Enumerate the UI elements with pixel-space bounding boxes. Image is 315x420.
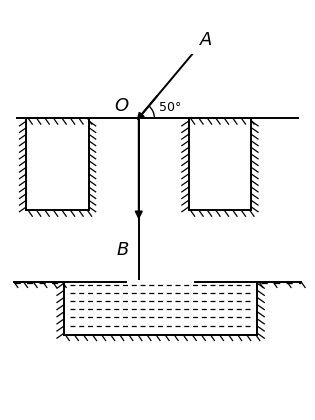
Text: A: A [200,32,212,50]
Text: 50°: 50° [159,101,181,114]
Text: B: B [117,241,129,259]
Text: O: O [115,97,129,116]
